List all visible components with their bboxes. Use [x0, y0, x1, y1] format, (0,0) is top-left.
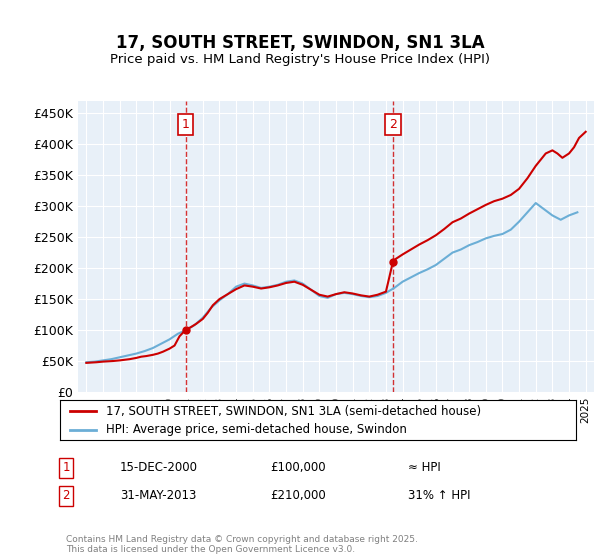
Text: £100,000: £100,000	[270, 461, 326, 474]
Text: 31% ↑ HPI: 31% ↑ HPI	[408, 489, 470, 502]
Text: 1: 1	[182, 118, 190, 131]
Text: Price paid vs. HM Land Registry's House Price Index (HPI): Price paid vs. HM Land Registry's House …	[110, 53, 490, 66]
Text: £210,000: £210,000	[270, 489, 326, 502]
Text: 2: 2	[62, 489, 70, 502]
Text: 17, SOUTH STREET, SWINDON, SN1 3LA: 17, SOUTH STREET, SWINDON, SN1 3LA	[116, 34, 484, 52]
Text: Contains HM Land Registry data © Crown copyright and database right 2025.
This d: Contains HM Land Registry data © Crown c…	[66, 535, 418, 554]
Text: 1: 1	[62, 461, 70, 474]
Text: 17, SOUTH STREET, SWINDON, SN1 3LA (semi-detached house): 17, SOUTH STREET, SWINDON, SN1 3LA (semi…	[106, 405, 482, 418]
Text: 15-DEC-2000: 15-DEC-2000	[120, 461, 198, 474]
Text: ≈ HPI: ≈ HPI	[408, 461, 441, 474]
Text: 2: 2	[389, 118, 397, 131]
Text: HPI: Average price, semi-detached house, Swindon: HPI: Average price, semi-detached house,…	[106, 423, 407, 436]
Text: 31-MAY-2013: 31-MAY-2013	[120, 489, 196, 502]
